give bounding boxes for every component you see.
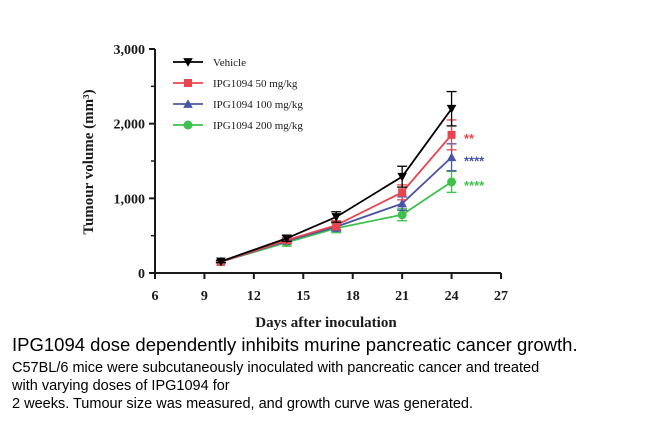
significance-annotations: ********** xyxy=(464,131,485,193)
data-point xyxy=(332,221,341,230)
significance-label: **** xyxy=(464,178,485,193)
data-point xyxy=(282,234,292,244)
legend-label: IPG1094 200 mg/kg xyxy=(213,120,303,132)
data-point xyxy=(184,79,192,87)
series-line xyxy=(220,134,453,263)
legend-item: IPG1094 200 mg/kg xyxy=(173,120,303,132)
legend-item: IPG1094 50 mg/kg xyxy=(173,78,298,90)
legend-label: IPG1094 100 mg/kg xyxy=(213,99,303,111)
y-axis-title: Tumour volume (mm³) xyxy=(81,89,97,234)
legend-item: IPG1094 100 mg/kg xyxy=(173,99,303,111)
data-point xyxy=(446,152,457,162)
data-point xyxy=(397,172,407,182)
data-point xyxy=(447,130,456,139)
x-tick-label: 9 xyxy=(201,289,208,304)
data-point xyxy=(183,99,193,108)
x-tick-label: 15 xyxy=(296,289,310,304)
significance-label: ** xyxy=(464,131,475,146)
legend-label: Vehicle xyxy=(213,57,246,69)
axes: 0 1,000 2,000 3,000 6 9 12 15 18 21 24 27 xyxy=(114,43,509,304)
caption-body: C57BL/6 mice were subcutaneously inocula… xyxy=(12,359,642,413)
legend-item: Vehicle xyxy=(173,57,246,69)
y-tick-label: 1,000 xyxy=(114,192,146,207)
x-tick-label: 24 xyxy=(445,289,459,304)
data-point xyxy=(183,120,193,130)
caption-line: with varying doses of IPG1094 for xyxy=(12,378,230,394)
data-point xyxy=(397,210,407,220)
caption-title: IPG1094 dose dependently inhibits murine… xyxy=(12,334,578,355)
x-tick-label: 18 xyxy=(346,289,360,304)
x-tick-label: 12 xyxy=(247,289,261,304)
x-tick-label: 27 xyxy=(494,289,508,304)
series-ipg1094-50-mg-kg xyxy=(215,119,457,266)
data-point xyxy=(397,198,407,208)
y-tick-label: 0 xyxy=(138,267,145,282)
x-tick-label: 21 xyxy=(395,289,409,304)
series-layer xyxy=(215,90,457,267)
data-point xyxy=(216,257,226,267)
tumour-growth-chart: 0 1,000 2,000 3,000 6 9 12 15 18 21 24 27 Vehicle IP… xyxy=(81,43,509,330)
y-tick-label: 3,000 xyxy=(114,43,146,58)
caption-line: C57BL/6 mice were subcutaneously inocula… xyxy=(12,360,540,376)
data-point xyxy=(447,177,457,187)
x-tick-label: 6 xyxy=(152,289,159,304)
data-point xyxy=(446,104,457,114)
series-line xyxy=(220,156,453,263)
data-point xyxy=(331,213,342,222)
data-point xyxy=(183,58,193,67)
significance-label: **** xyxy=(464,153,485,168)
x-axis-title: Days after inoculation xyxy=(255,315,397,330)
series-vehicle xyxy=(215,90,457,267)
legend: Vehicle IPG1094 50 mg/kg IPG1094 100 mg/kg… xyxy=(173,57,303,132)
data-point xyxy=(398,188,407,197)
caption-line: 2 weeks. Tumour size was measured, and g… xyxy=(12,396,474,412)
series-ipg1094-100-mg-kg xyxy=(215,143,457,266)
legend-label: IPG1094 50 mg/kg xyxy=(213,78,298,90)
y-tick-label: 2,000 xyxy=(114,118,146,133)
